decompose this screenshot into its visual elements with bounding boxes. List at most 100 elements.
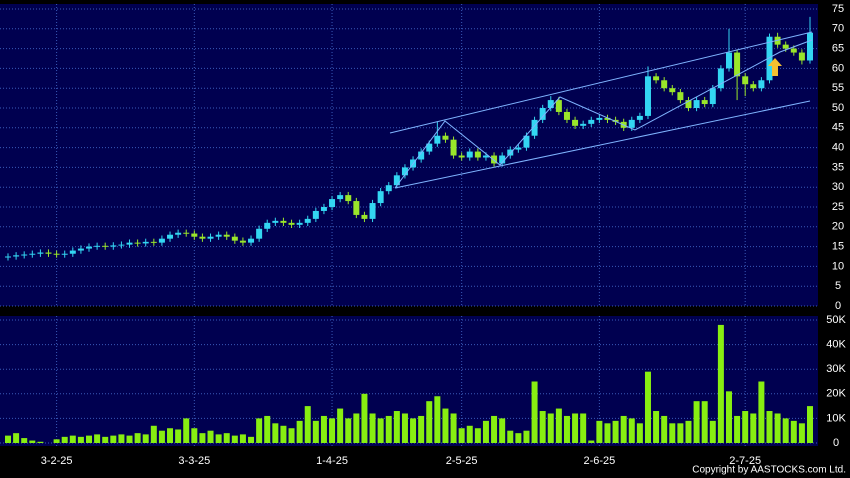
volume-bar <box>191 428 198 443</box>
candle-body <box>94 245 101 247</box>
candle-body <box>320 207 327 211</box>
candle-body <box>377 191 384 204</box>
candle-body <box>450 139 457 156</box>
volume-bar <box>272 423 279 443</box>
volume-bar <box>369 413 376 443</box>
x-tick-label: 2-7-25 <box>729 455 761 467</box>
volume-bar <box>677 423 684 443</box>
volume-bar <box>312 420 319 443</box>
volume-bar <box>393 411 400 443</box>
volume-bar <box>750 413 757 443</box>
volume-bar <box>499 418 506 443</box>
candle-body <box>142 241 149 244</box>
candle-body <box>126 242 133 245</box>
volume-tick-label: 20K <box>826 388 846 400</box>
volume-bar <box>782 418 789 443</box>
candle-body <box>426 143 433 152</box>
candle-body <box>191 233 198 237</box>
volume-bar <box>644 371 651 443</box>
candle-body <box>580 123 587 126</box>
candle-body <box>256 228 263 239</box>
y-tick-label: 0 <box>835 300 841 312</box>
y-tick-label: 20 <box>832 221 844 233</box>
volume-bar <box>280 425 287 443</box>
candle-body <box>215 234 222 237</box>
volume-bar <box>612 420 619 443</box>
volume-bar <box>572 413 579 443</box>
volume-bar <box>256 418 263 443</box>
candle-body <box>531 119 538 136</box>
y-tick-label: 10 <box>832 260 844 272</box>
volume-bar <box>150 425 157 443</box>
candle-body <box>612 119 619 122</box>
volume-tick-label: 40K <box>826 339 846 351</box>
volume-bar <box>158 430 165 443</box>
volume-bar <box>37 441 44 443</box>
candle-body <box>175 232 182 235</box>
volume-bar <box>264 415 271 443</box>
volume-bar <box>410 418 417 443</box>
candle-body <box>474 151 481 158</box>
candle-body <box>296 222 303 225</box>
candle-body <box>442 135 449 140</box>
x-tick-label: 2-6-25 <box>583 455 615 467</box>
candle-body <box>701 100 708 105</box>
candle-body <box>110 245 117 247</box>
y-tick-label: 70 <box>832 23 844 35</box>
volume-bar <box>304 406 311 443</box>
candle-body <box>5 256 11 258</box>
volume-bar <box>94 434 101 443</box>
candle-body <box>693 100 700 108</box>
volume-bar <box>507 430 514 443</box>
volume-bar <box>588 440 595 443</box>
volume-bar <box>102 436 109 443</box>
volume-bar <box>596 420 603 443</box>
candle-body <box>304 218 311 223</box>
volume-bar <box>239 434 246 443</box>
volume-bar <box>620 415 627 443</box>
candle-body <box>150 241 157 243</box>
volume-bar <box>199 433 206 443</box>
volume-bar <box>110 435 117 443</box>
candle-body <box>61 253 68 255</box>
volume-bar <box>450 413 457 443</box>
candle-body <box>466 151 473 158</box>
candle-body <box>709 88 716 105</box>
candle-body <box>53 253 60 255</box>
volume-bar <box>207 430 214 443</box>
volume-tick-label: 10K <box>826 412 846 424</box>
y-tick-label: 25 <box>832 201 844 213</box>
candle-body <box>158 238 165 243</box>
candle-body <box>231 236 238 241</box>
candle-body <box>669 88 676 93</box>
volume-bar <box>248 436 255 443</box>
volume-bar <box>329 418 336 443</box>
volume-bar <box>669 423 676 443</box>
volume-bar <box>717 324 724 443</box>
candle-body <box>742 76 749 85</box>
x-tick-label: 1-4-25 <box>316 455 348 467</box>
candle-body <box>248 238 255 243</box>
volume-bar <box>766 411 773 443</box>
volume-bar <box>563 415 570 443</box>
volume-bar <box>491 415 498 443</box>
candle-body <box>45 252 52 254</box>
volume-bar <box>807 406 813 443</box>
candle-body <box>507 149 514 156</box>
y-tick-label: 65 <box>832 43 844 55</box>
volume-bar <box>361 393 368 443</box>
volume-bar <box>482 420 489 443</box>
volume-bar <box>539 411 546 443</box>
candle-body <box>77 248 84 251</box>
volume-bar <box>434 396 441 443</box>
volume-bar <box>61 436 68 443</box>
candle-body <box>717 68 724 89</box>
volume-bar <box>288 428 295 443</box>
volume-bar <box>167 428 174 443</box>
candle-body <box>661 80 668 89</box>
volume-bar <box>515 433 522 443</box>
volume-bar <box>636 423 643 443</box>
candle-body <box>604 117 611 120</box>
candle-body <box>491 155 498 164</box>
candle-body <box>118 244 125 246</box>
